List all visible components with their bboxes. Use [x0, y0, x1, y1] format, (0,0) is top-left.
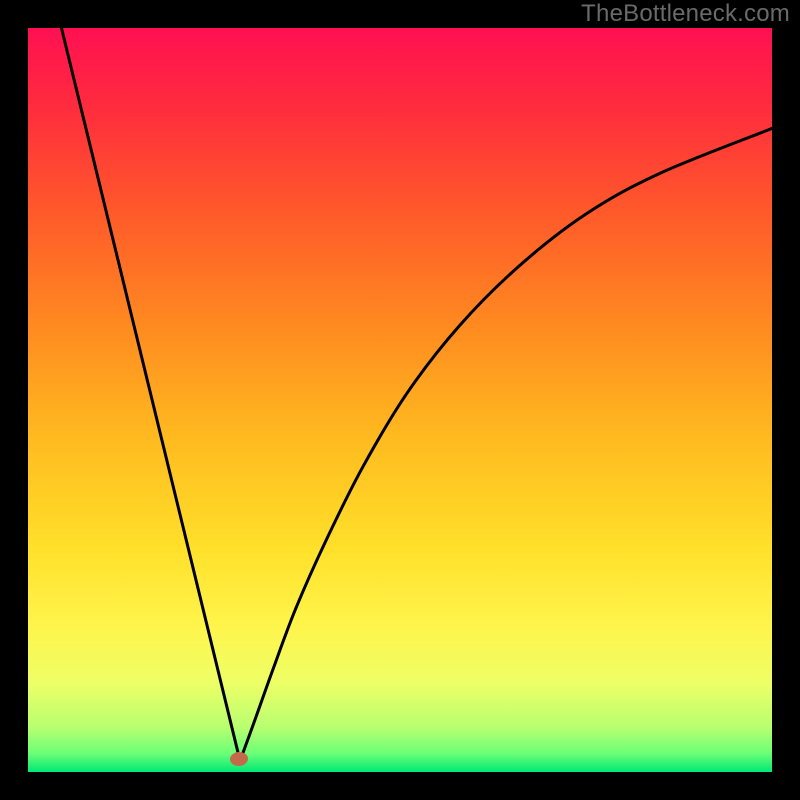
- watermark-label: TheBottleneck.com: [581, 0, 790, 28]
- canvas: TheBottleneck.com: [0, 0, 800, 800]
- plot-area: [28, 28, 772, 772]
- bottleneck-curve: [28, 28, 772, 772]
